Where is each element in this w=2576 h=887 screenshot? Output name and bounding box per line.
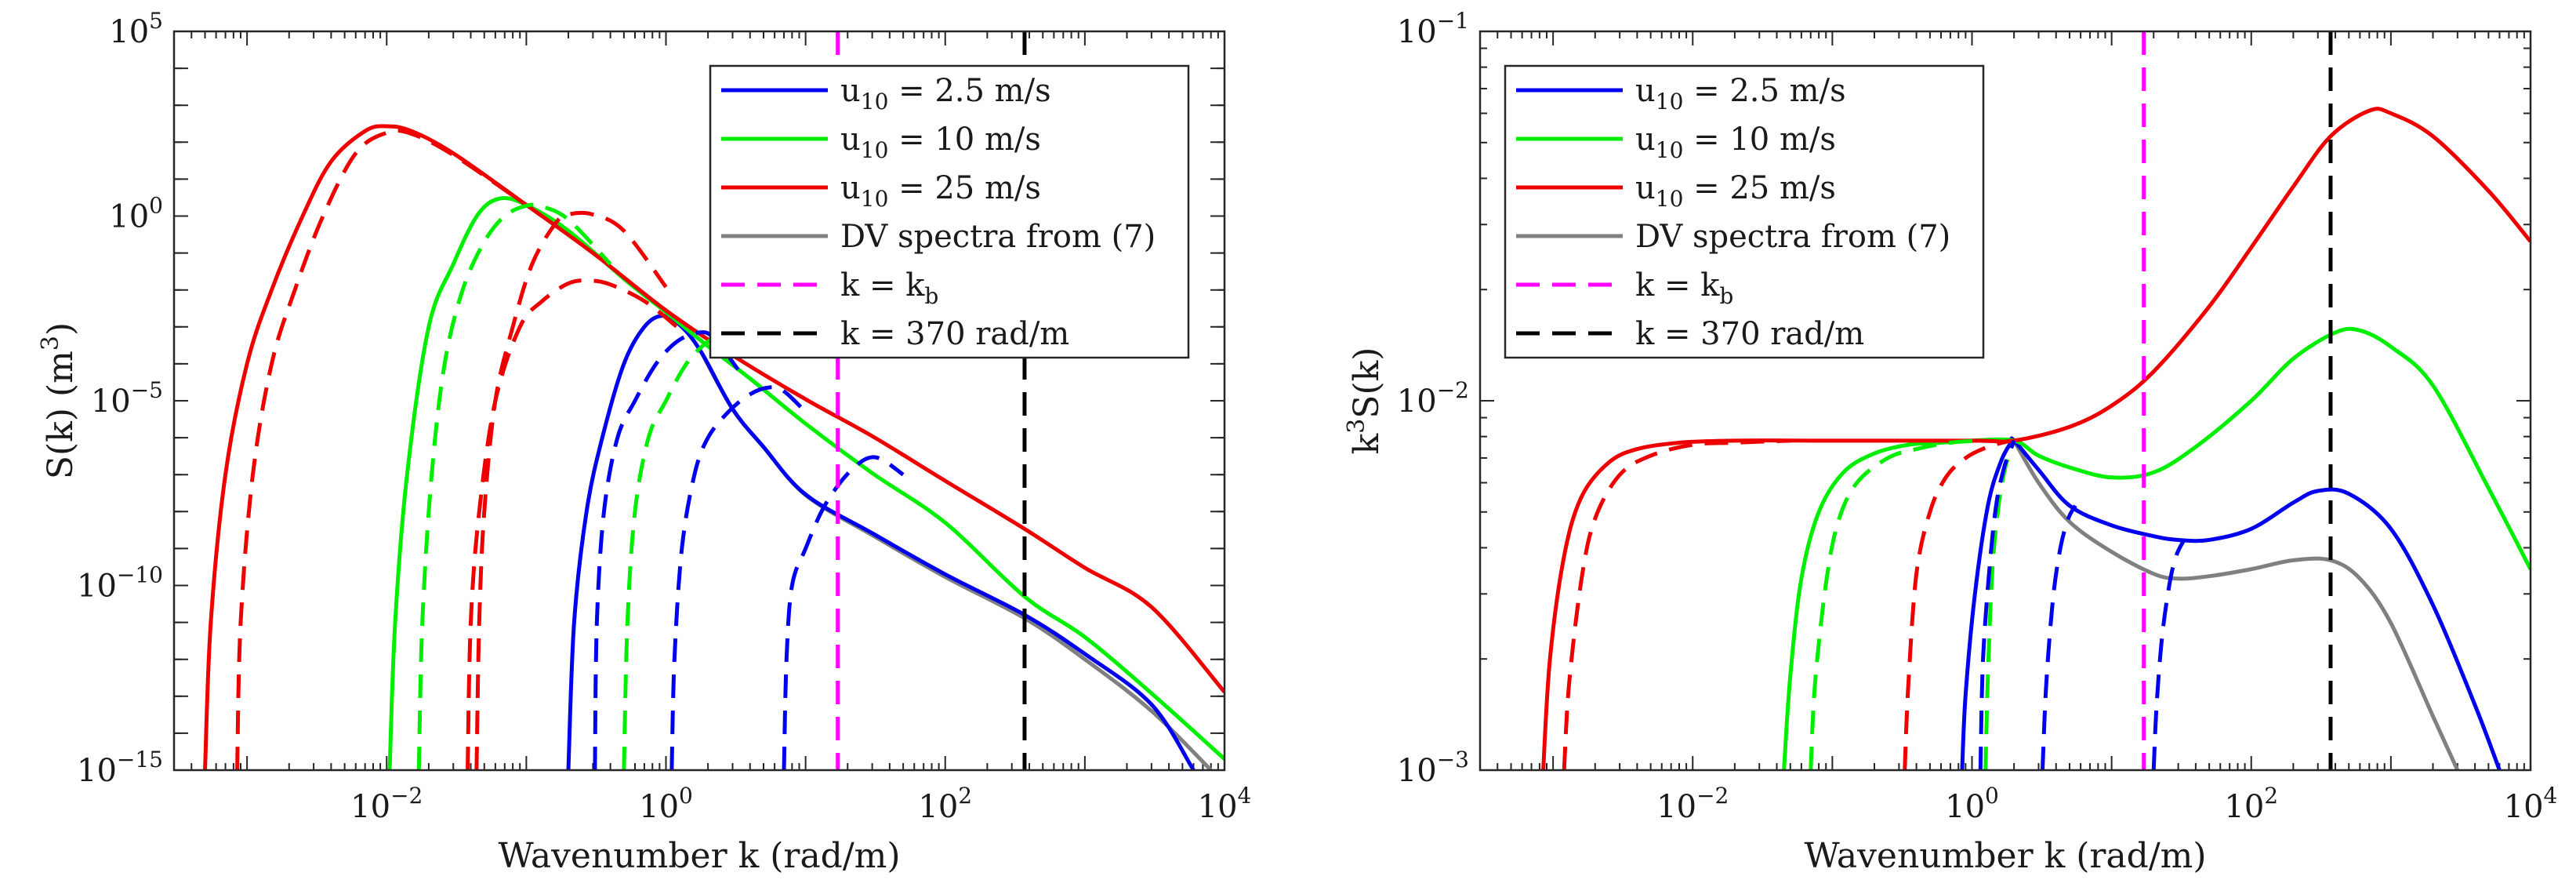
series-line-u10: [1782, 326, 2531, 770]
legend-entry: u10 = 2.5 m/s: [840, 73, 1051, 115]
dv-dashed-series-dv_g1: [1809, 438, 1983, 770]
y-axis-label: k3S(k): [1343, 347, 1387, 455]
x-tick-label: 10−2: [350, 783, 423, 825]
y-tick-label: 10−3: [1397, 747, 1469, 789]
legend-entry: k = kb: [1635, 267, 1733, 309]
legend-box: [709, 64, 1190, 359]
axes-frame: [1478, 30, 2532, 772]
x-axis-label: Wavenumber k (rad/m): [1804, 836, 2206, 876]
legend-box: [1504, 64, 1985, 359]
legend-entry: u10 = 10 m/s: [1635, 122, 1836, 163]
dv-dashed-series-dv_g1: [416, 202, 612, 770]
y-tick-label: 100: [109, 193, 163, 235]
y-tick-label: 105: [109, 8, 163, 50]
dv-dashed-series-dv_r3: [466, 278, 679, 770]
legend-entry: DV spectra from (7): [840, 219, 1156, 255]
spectrum-chart-left: 10−2 100 102 104 10−15 10−10 10−5 100 105 Wavenum…: [37, 8, 1251, 876]
curvature-chart-right: 10−2 100 102 104 10−3 10−2 10−1 Wavenumber k (r…: [1343, 8, 2557, 876]
x-tick-label: 100: [1945, 783, 1999, 825]
dv-dashed-series-dv_b2: [669, 385, 807, 770]
dv-dashed-series-dv_b1: [593, 330, 744, 770]
series-line-u25: [1541, 107, 2531, 770]
y-tick-label: 10−1: [1397, 8, 1469, 50]
y-tick-label: 10−5: [91, 377, 163, 420]
dv-dashed-series-dv_b3: [782, 455, 905, 770]
legend-entry: u10 = 25 m/s: [840, 170, 1041, 212]
legend-entry: k = 370 rad/m: [840, 316, 1069, 352]
y-tick-label: 10−2: [1397, 377, 1469, 420]
dv-dashed-series-dv_r1: [1562, 438, 1791, 770]
legend: u10 = 2.5 m/s u10 = 10 m/s u10 = 25 m/s DV …: [1504, 64, 1985, 359]
x-axis-label: Wavenumber k (rad/m): [498, 836, 900, 876]
series-group: [203, 124, 1225, 770]
x-tick-label: 100: [639, 783, 693, 825]
series-line-dv: [2012, 439, 2460, 770]
dv-dashed-series-dv_b3: [2151, 539, 2186, 770]
dv-dashed-series-dv_r1: [235, 129, 528, 770]
x-tick-label: 104: [2504, 783, 2558, 825]
x-tick-label: 102: [918, 783, 972, 825]
series-line-u2_5: [1960, 436, 2502, 770]
series-group: [1541, 107, 2531, 770]
legend-entry: DV spectra from (7): [1635, 219, 1950, 255]
x-tick-label: 104: [1198, 783, 1252, 825]
legend-entry: k = 370 rad/m: [1635, 316, 1864, 352]
legend: u10 = 2.5 m/s u10 = 10 m/s u10 = 25 m/s DV …: [709, 64, 1190, 359]
x-tick-label: 10−2: [1656, 783, 1729, 825]
dv-dashed-series-dv_g2: [1983, 439, 2016, 770]
legend-entry: k = kb: [840, 267, 938, 309]
axes-frame: [172, 30, 1226, 772]
legend-entry: u10 = 25 m/s: [1635, 170, 1836, 212]
series-line-u2_5: [566, 314, 1195, 770]
dv-dashed-series-dv_b2: [2040, 504, 2077, 770]
dv-dashed-series-dv_r2: [1903, 438, 2012, 770]
legend-entry: u10 = 2.5 m/s: [1635, 73, 1846, 115]
y-tick-label: 10−15: [77, 747, 163, 789]
tick-marks: [1479, 31, 2531, 771]
y-axis-label: S(k) (m3): [37, 322, 81, 479]
y-tick-label: 10−10: [77, 562, 163, 605]
legend-entry: u10 = 10 m/s: [840, 122, 1041, 163]
x-tick-label: 102: [2224, 783, 2278, 825]
